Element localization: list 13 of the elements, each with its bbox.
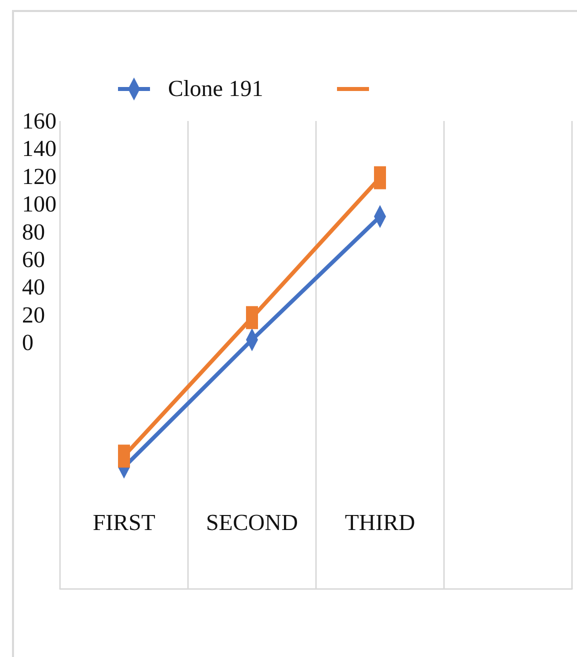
y-tick-label: 160 [22,108,56,134]
legend-label: Clone 191 [168,76,264,102]
y-tick-label: 100 [22,192,56,217]
y-tick-label: 40 [22,274,45,300]
y-tick-label: 20 [22,302,45,328]
y-tick-label: 120 [22,164,56,189]
x-tick-label: THIRD [344,510,416,535]
y-tick-label: 140 [22,136,56,162]
y-tick-label: 80 [22,219,45,244]
y-tick-label: 60 [22,246,45,272]
x-tick-label: SECOND [206,510,298,535]
y-tick-label: 0 [22,330,34,356]
x-tick-label: FIRST [92,510,156,535]
